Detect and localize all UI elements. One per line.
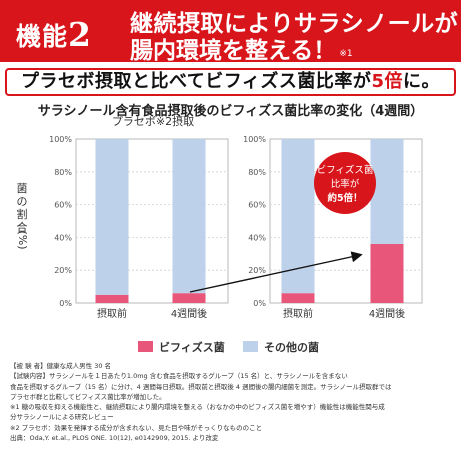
legend-swatch-other [243,341,258,352]
x-category-label: 4週間後 [171,307,207,320]
x-category-label: 摂取前 [97,307,127,320]
function-number: 2 [68,15,92,54]
footnote-line: 【試験内容】サラシノールを１日あたり1.0mg 含む食品を摂取するグループ（15… [10,372,348,381]
x-category-label: 4週間後 [369,307,405,320]
bar-segment-other [172,139,206,294]
bar-segment-other [281,139,315,294]
footnotes: 【被 験 者】健康な成人男性 30 名 【試験内容】サラシノールを１日あたり1.… [10,361,456,443]
y-tick-label: 0% [253,299,266,308]
y-tick-label: 100% [243,135,266,144]
legend-label-other: その他の菌 [264,341,319,354]
y-axis-label: 菌 の 割 合 (%) [16,182,29,250]
bar-segment-other [370,139,404,244]
comparison-arrow [189,251,363,293]
bar-segment-bifidus [281,293,315,303]
footnote-line: プラセボ群と比較してビフィズス菌比率が増加した。 [10,392,166,401]
y-tick-label: 40% [248,233,266,242]
legend-item-other: その他の菌 [243,339,319,355]
bar-segment-bifidus [172,293,206,303]
footnote-line: ※1 糖の吸収を抑える機能性と、継続摂取により腸内環境を整える（おなかの中のビフ… [10,403,385,412]
legend-swatch-bifidus [138,341,153,352]
y-tick-label: 0% [59,299,72,308]
chart-panel-1: 0% 20% 40% 60% 80% 100% 摂取前 4週間後 [49,135,229,320]
callout-bubble: ビフィズス菌 比率が 約5倍！ [314,152,376,214]
footnote-line: 食品を摂取するグループ（15 名）に分け、4 週間毎日摂取。摂取前と摂取後 4 … [10,382,392,391]
footnote-line: 【被 験 者】健康な成人男性 30 名 [10,362,112,370]
x-category-label: 摂取前 [283,307,313,320]
callout-line1: ビフィズス菌 [317,164,374,176]
y-tick-label: 60% [54,201,72,210]
y-tick-label: 40% [54,233,72,242]
y-axis-label-text-4: 合 [17,220,28,234]
y-tick-label: 60% [248,201,266,210]
y-tick-label: 20% [54,266,72,275]
y-axis-label-text-3: 割 [17,207,28,221]
footnote-line: 分サラシノールによる研究レビュー [10,413,114,422]
bar-segment-bifidus [370,243,404,303]
banner-line2: 腸内環境を整える！ ※1 [130,31,353,65]
bar-segment-bifidus [95,294,129,303]
footnote-line: 出典：Oda,Y. et.al., PLOS ONE. 10(12), e014… [10,434,219,443]
y-tick-label: 80% [248,168,266,177]
y-axis-label-text-5: (%) [16,230,29,249]
banner-line2-text: 腸内環境を整える！ [130,38,337,64]
y-tick-label: 20% [248,266,266,275]
callout-line2: 比率が [331,178,360,190]
headline-box: プラセボ摂取と比べてビフィズス菌比率が5倍に。 [5,68,456,96]
chart-area: プラセボ※2摂取 菌 の 割 合 (%) 0% 20% 40% 60% 80% 100% 摂… [16,114,423,320]
y-axis-label-text-2: の [17,195,28,208]
chart-subtitle: サラシノール含有食品摂取後のビフィズス菌比率の変化（4週間） [37,104,424,119]
headline-suffix: に。 [402,71,440,92]
y-tick-label: 100% [49,135,72,144]
legend-label-bifidus: ビフィズス菌 [159,341,225,354]
bar-segment-other [95,139,129,295]
callout-circle [314,152,376,214]
callout-line3: 約5倍！ [327,192,362,204]
headline-highlight: 5倍 [371,71,403,92]
headline-text: プラセボ摂取と比べてビフィズス菌比率が [21,71,372,92]
placebo-panel-title: プラセボ※2摂取 [112,114,194,128]
y-axis-label-text-1: 菌 [17,182,28,195]
footnote-line: ※2 プラセボ：効果を発揮する成分が含まれない、見た目や味がそっくりなもののこと [10,423,263,432]
function-label-text: 機能 [16,22,69,51]
chart-panels: 0% 20% 40% 60% 80% 100% 摂取前 4週間後 0% 20% 40% 60% 80% 1… [49,135,423,320]
banner-line1: 継続摂取によりサラシノールが [130,11,459,37]
y-tick-label: 80% [54,168,72,177]
header-banner: 機能2 継続摂取によりサラシノールが 腸内環境を整える！ ※1 [0,0,461,65]
function-label: 機能2 [16,14,92,54]
chart-legend: ビフィズス菌 その他の菌 [30,337,430,355]
legend-item-bifidus: ビフィズス菌 [138,339,225,355]
footnote-mark: ※1 [339,49,353,59]
